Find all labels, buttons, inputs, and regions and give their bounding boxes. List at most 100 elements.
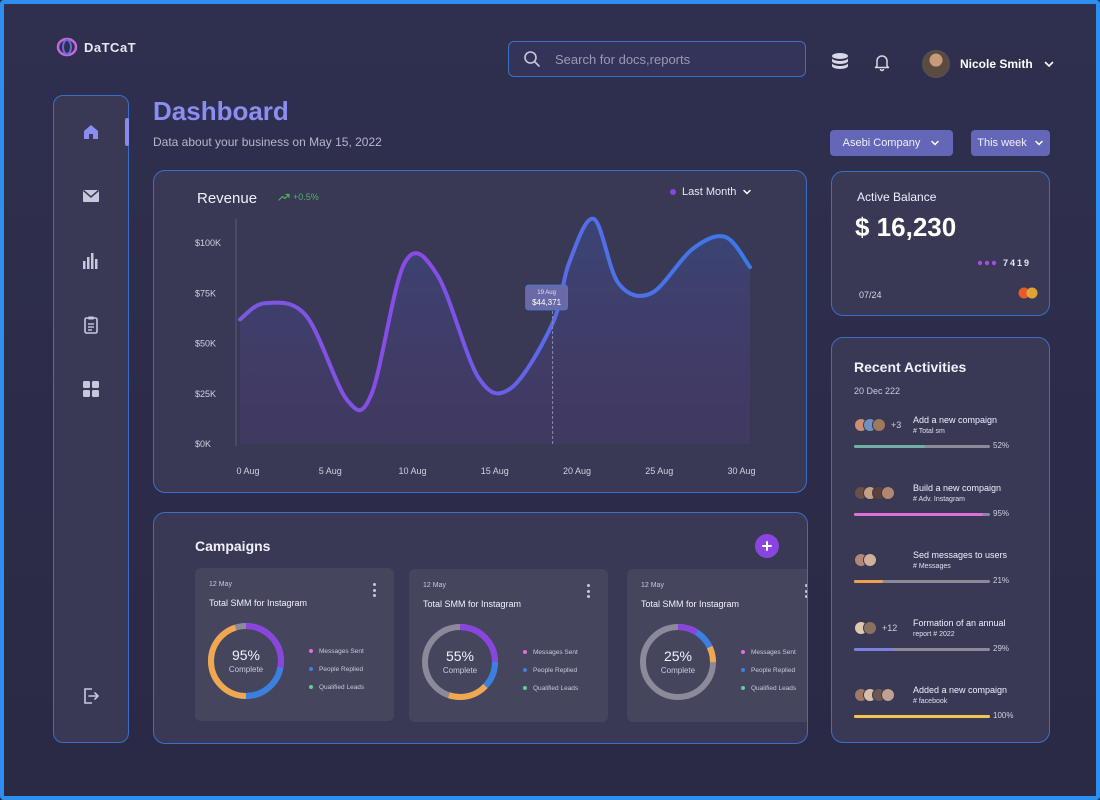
x-tick-label: 5 Aug	[319, 466, 342, 476]
legend-item: Messages Sent	[741, 643, 796, 661]
y-tick-label: $0K	[195, 439, 211, 449]
avatar	[922, 50, 950, 78]
campaign-legend: Messages Sent People Replied Qualified L…	[741, 643, 796, 697]
bell-icon[interactable]	[872, 52, 892, 72]
card-last-digits: 7419	[1003, 258, 1032, 268]
activity-name: Build a new compaign	[913, 483, 1002, 493]
campaign-percent: 95%	[231, 647, 261, 663]
activity-tag: # Messages	[913, 563, 951, 570]
campaign-percent-label: Complete	[660, 666, 696, 675]
campaign-donut	[640, 624, 716, 700]
revenue-chart: $100K $75K $50K $25K $0K 0 Aug 5 Aug 10 Aug 15 …	[195, 216, 756, 476]
plus-icon	[762, 541, 772, 551]
period-select-label: This week	[977, 137, 1027, 149]
search-input[interactable]	[555, 51, 775, 67]
revenue-area	[240, 218, 750, 444]
add-campaign-button[interactable]	[755, 534, 779, 558]
y-tick-label: $25K	[195, 389, 216, 399]
revenue-card: $100K $75K $50K $25K $0K 0 Aug 5 Aug 10 Aug 15 …	[153, 170, 807, 493]
campaign-card[interactable]: 12 May Total SMM for Instagram 55% Compl…	[409, 569, 608, 722]
chevron-down-icon	[743, 189, 752, 195]
activity-percent: 100%	[993, 711, 1014, 720]
x-tick-label: 0 Aug	[236, 466, 259, 476]
x-tick-label: 10 Aug	[399, 466, 427, 476]
activity-name: Added a new compaign	[913, 685, 1008, 695]
activity-tag: # facebook	[913, 698, 948, 705]
sidebar	[53, 95, 129, 743]
tooltip-date: 19 Aug	[537, 290, 556, 296]
trend-up-icon	[278, 193, 290, 201]
more-options-icon[interactable]	[369, 582, 379, 598]
activity-item[interactable]: Sed messages to users # Messages 21%	[854, 550, 1039, 600]
activity-tag: # Total sm	[913, 428, 945, 435]
logo-icon	[56, 37, 78, 57]
logout-icon	[84, 688, 99, 704]
chevron-down-icon	[1035, 140, 1043, 146]
y-tick-label: $75K	[195, 288, 216, 298]
activity-avatars	[854, 486, 895, 500]
activity-progress-fill	[854, 513, 984, 516]
campaign-card[interactable]: 12 May Total SMM for Instagram 95% Compl…	[195, 568, 394, 721]
campaign-card[interactable]: 12 May Total SMM for Instagram 25% Compl…	[627, 569, 807, 722]
sidebar-item-analytics[interactable]	[76, 246, 106, 276]
activity-item[interactable]: +3 Add a new compaign # Total sm 52%	[854, 415, 1039, 465]
activity-progress	[854, 580, 990, 583]
activities-date: 20 Dec 222	[854, 386, 901, 396]
home-icon	[84, 125, 98, 139]
sidebar-item-apps[interactable]	[76, 374, 106, 404]
campaign-legend: Messages Sent People Replied Qualified L…	[309, 642, 364, 696]
sidebar-item-logout[interactable]	[76, 681, 106, 711]
donut-segment	[208, 623, 284, 699]
campaigns-title: Campaigns	[195, 538, 271, 554]
activity-percent: 95%	[993, 509, 1010, 518]
campaign-name: Total SMM for Instagram	[423, 599, 522, 609]
logo-text: DaTCaT	[84, 39, 137, 55]
mastercard-icon	[1018, 287, 1038, 299]
activity-tag: report # 2022	[913, 631, 955, 638]
campaign-name: Total SMM for Instagram	[641, 599, 740, 609]
search-icon	[524, 51, 540, 67]
tooltip-value: $44,371	[532, 298, 561, 307]
chevron-down-icon	[1044, 61, 1053, 67]
user-menu[interactable]: Nicole Smith	[922, 50, 1055, 78]
chart-tooltip: 19 Aug $44,371	[525, 284, 568, 311]
activity-percent: 29%	[993, 644, 1010, 653]
legend-item: People Replied	[309, 660, 364, 678]
more-options-icon[interactable]	[583, 583, 593, 599]
campaign-date: 12 May	[423, 582, 446, 589]
legend-dot	[670, 189, 676, 195]
campaign-donut	[208, 623, 284, 699]
period-select[interactable]: This week	[971, 130, 1050, 156]
activity-item[interactable]: Build a new compaign # Adv. Instagram 95…	[854, 483, 1039, 533]
masked-dots-icon	[977, 260, 997, 266]
database-icon[interactable]	[830, 52, 850, 72]
activities-title: Recent Activities	[854, 359, 967, 375]
revenue-change-value: +0.5%	[293, 192, 319, 202]
card-number: 7419	[977, 258, 1031, 268]
activity-percent: 52%	[993, 441, 1010, 450]
sidebar-item-tasks[interactable]	[76, 310, 106, 340]
campaigns-card: Campaigns 12 May Total SMM for Instagram…	[153, 512, 808, 744]
user-name: Nicole Smith	[960, 57, 1033, 71]
activity-item[interactable]: +12 Formation of an annual report # 2022…	[854, 618, 1039, 668]
sidebar-item-mail[interactable]	[76, 181, 106, 211]
x-tick-label: 30 Aug	[728, 466, 756, 476]
activity-extra-count: +12	[882, 623, 898, 633]
donut-segment	[208, 623, 284, 699]
more-options-icon[interactable]	[801, 583, 807, 599]
company-select[interactable]: Asebi Company	[830, 130, 953, 156]
activity-item[interactable]: Added a new compaign # facebook 100%	[854, 685, 1039, 735]
avatar	[881, 486, 895, 500]
activity-progress-fill	[854, 580, 883, 583]
revenue-range-select[interactable]: Last Month	[670, 186, 752, 198]
activity-name: Add a new compaign	[913, 415, 998, 425]
avatar	[863, 621, 877, 635]
sidebar-item-home[interactable]	[76, 117, 106, 147]
x-tick-label: 20 Aug	[563, 466, 591, 476]
activity-tag: # Adv. Instagram	[913, 496, 966, 503]
activity-progress-fill	[854, 445, 925, 448]
campaign-legend: Messages Sent People Replied Qualified L…	[523, 643, 578, 697]
search-bar[interactable]	[508, 41, 806, 77]
activity-progress-fill	[854, 715, 990, 718]
logo[interactable]: DaTCaT	[56, 36, 136, 58]
